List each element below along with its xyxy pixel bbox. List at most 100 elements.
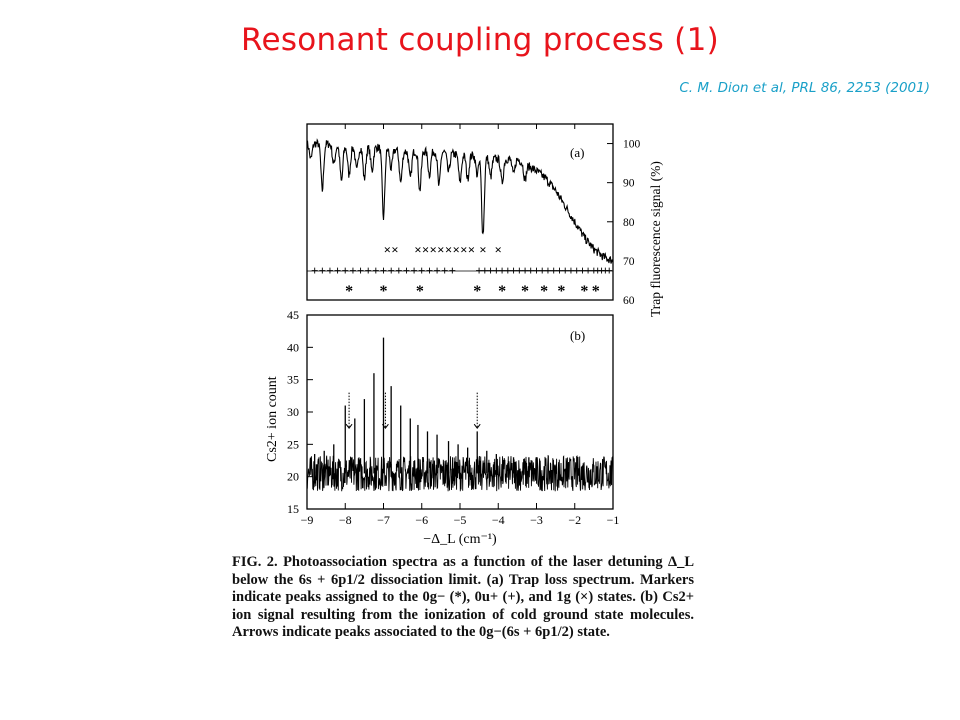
panel-b: (b) 15 20 25 30 35 40 45 −9 −8 −7 −6 −5 −4 −3 −2 −1 −Δ_L …	[265, 308, 619, 547]
marker-0u-plus: +	[441, 263, 448, 278]
marker-0g-minus: *	[557, 283, 565, 300]
marker-0u-plus: +	[426, 263, 433, 278]
marker-1g: ×	[437, 242, 444, 257]
marker-1g: ×	[391, 242, 398, 257]
panel-b-ytick-label: 15	[287, 502, 299, 516]
panel-b-xtick-label: −8	[339, 513, 352, 527]
marker-0u-plus: +	[561, 263, 568, 278]
marker-0u-plus: +	[605, 263, 612, 278]
panel-b-ylabel: Cs2+ ion count	[265, 376, 280, 462]
figure-2: (a) 60 70 80 90 100 Trap fluorescence signal (…	[265, 123, 663, 547]
panel-b-ytick-label: 45	[287, 308, 299, 322]
panel-b-ytick-label: 20	[287, 470, 299, 484]
marker-0u-plus: +	[550, 263, 557, 278]
panel-b-ytick-label: 40	[287, 340, 299, 354]
caption-fig-label: FIG. 2.	[232, 554, 278, 570]
panel-a-trace	[306, 138, 614, 264]
panel-b-ytick-label: 25	[287, 437, 299, 451]
marker-0u-plus: +	[567, 263, 574, 278]
slide-title: Resonant coupling process (1)	[241, 22, 719, 58]
panel-b-arrow-head	[473, 423, 481, 430]
marker-0u-plus: +	[521, 263, 528, 278]
marker-0u-plus: +	[349, 263, 356, 278]
marker-0g-minus: *	[380, 283, 388, 300]
marker-0u-plus: +	[449, 263, 456, 278]
panel-a-ytick-label: 80	[623, 217, 635, 229]
panel-b-arrow-head	[382, 423, 389, 430]
marker-0g-minus: *	[345, 283, 353, 300]
panel-b-xtick-label: −4	[492, 513, 505, 527]
marker-0u-plus: +	[380, 263, 387, 278]
panel-a: (a) 60 70 80 90 100 Trap fluorescence signal (…	[306, 123, 663, 317]
panel-b-ytick-label: 35	[287, 373, 299, 387]
marker-1g: ×	[452, 242, 459, 257]
marker-0u-plus: +	[357, 263, 364, 278]
marker-0u-plus: +	[433, 263, 440, 278]
panel-b-xtick-label: −7	[377, 513, 390, 527]
marker-0u-plus: +	[403, 263, 410, 278]
marker-0u-plus: +	[319, 263, 326, 278]
marker-0u-plus: +	[342, 263, 349, 278]
marker-0u-plus: +	[602, 263, 609, 278]
marker-0u-plus: +	[487, 263, 494, 278]
marker-1g: ×	[495, 242, 502, 257]
marker-0u-plus: +	[395, 263, 402, 278]
panel-b-xtick-label: −5	[454, 513, 467, 527]
marker-0u-plus: +	[498, 263, 505, 278]
marker-1g: ×	[479, 242, 486, 257]
marker-0g-minus: *	[521, 283, 529, 300]
panel-b-xtick-label: −1	[607, 513, 620, 527]
marker-0g-minus: *	[540, 283, 548, 300]
marker-0u-plus: +	[334, 263, 341, 278]
marker-0u-plus: +	[410, 263, 417, 278]
marker-0g-minus: *	[580, 283, 588, 300]
panel-a-ytick-label: 100	[623, 139, 641, 151]
panel-b-ytick-label: 30	[287, 405, 299, 419]
citation: C. M. Dion et al, PRL 86, 2253 (2001)	[679, 80, 930, 96]
marker-0u-plus: +	[481, 263, 488, 278]
marker-0u-plus: +	[418, 263, 425, 278]
marker-0u-plus: +	[387, 263, 394, 278]
panel-a-label: (a)	[570, 145, 584, 160]
marker-0u-plus: +	[504, 263, 511, 278]
marker-0u-plus: +	[527, 263, 534, 278]
marker-0u-plus: +	[594, 263, 601, 278]
marker-0g-minus: *	[498, 283, 506, 300]
marker-0u-plus: +	[493, 263, 500, 278]
marker-1g: ×	[430, 242, 437, 257]
panel-b-xtick-label: −6	[415, 513, 428, 527]
marker-1g: ×	[468, 242, 475, 257]
panel-a-ylabel: Trap fluorescence signal (%)	[648, 161, 663, 317]
marker-0u-plus: +	[510, 263, 517, 278]
marker-0g-minus: *	[592, 283, 600, 300]
marker-0u-plus: +	[372, 263, 379, 278]
marker-1g: ×	[384, 242, 391, 257]
marker-0u-plus: +	[364, 263, 371, 278]
marker-0u-plus: +	[544, 263, 551, 278]
marker-0g-minus: *	[473, 283, 481, 300]
panel-b-label: (b)	[570, 328, 585, 343]
marker-0u-plus: +	[326, 263, 333, 278]
panel-b-arrow-head	[345, 423, 353, 430]
panel-b-xlabel: −Δ_L (cm⁻¹)	[423, 532, 497, 547]
marker-0u-plus: +	[598, 263, 605, 278]
marker-0u-plus: +	[516, 263, 523, 278]
marker-1g: ×	[422, 242, 429, 257]
panel-a-ytick-label: 60	[623, 295, 635, 307]
marker-0u-plus: +	[590, 263, 597, 278]
panel-a-ytick-label: 70	[623, 256, 635, 268]
marker-0u-plus: +	[573, 263, 580, 278]
marker-0g-minus: *	[416, 283, 424, 300]
marker-0u-plus: +	[311, 263, 318, 278]
caption-text: Photoassociation spectra as a function o…	[232, 554, 694, 641]
marker-1g: ×	[414, 242, 421, 257]
panel-b-xtick-label: −2	[568, 513, 581, 527]
marker-0u-plus: +	[579, 263, 586, 278]
marker-0u-plus: +	[539, 263, 546, 278]
panel-b-xtick-label: −3	[530, 513, 543, 527]
marker-1g: ×	[445, 242, 452, 257]
marker-0u-plus: +	[556, 263, 563, 278]
panel-b-trace	[306, 454, 614, 492]
figure-caption: FIG. 2. Photoassociation spectra as a fu…	[232, 554, 694, 642]
marker-1g: ×	[460, 242, 467, 257]
